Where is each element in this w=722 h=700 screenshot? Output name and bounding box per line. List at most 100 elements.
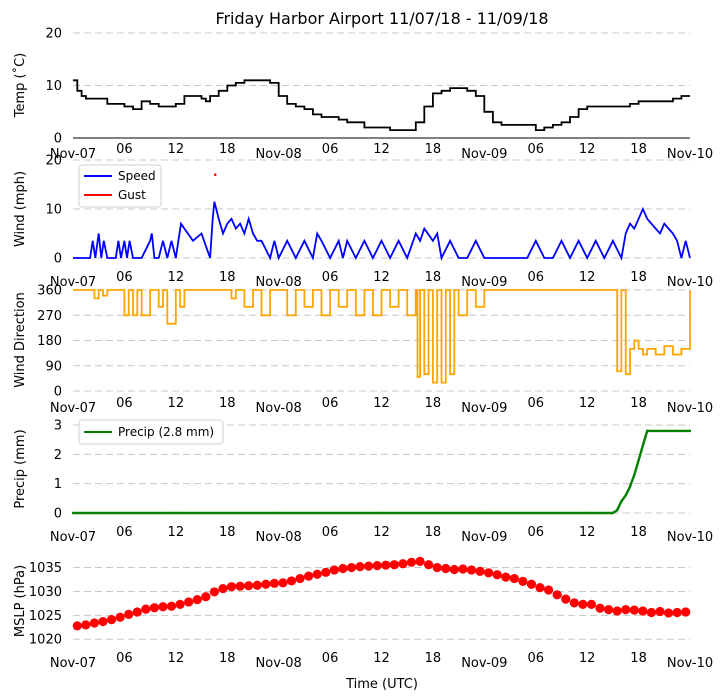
mslp-point <box>149 603 160 613</box>
panel-temperature: 0 10 20 Nov-07 06 12 18 Nov-08 06 12 18 Nov-09 06 12 1… <box>12 27 713 163</box>
mslp-point <box>286 576 297 586</box>
mslp-x-tick-label: 06 <box>322 651 339 666</box>
precip-point <box>615 508 619 512</box>
wind_speed-x-tick-label: Nov-09 <box>461 275 507 290</box>
precip-point <box>71 511 75 515</box>
wind_direction-x-tick-label: 12 <box>373 396 390 411</box>
mslp-point <box>415 556 425 566</box>
mslp-point <box>466 565 477 575</box>
wind_direction-x-tick-label: Nov-07 <box>50 401 96 416</box>
mslp-point <box>184 597 194 607</box>
mslp-point <box>535 583 545 593</box>
temperature-x-tick-label: 18 <box>219 142 236 157</box>
mslp-point <box>381 560 391 570</box>
mslp-point <box>475 566 485 576</box>
mslp-point <box>526 579 537 589</box>
wind_direction-y-tick-label: 90 <box>45 359 62 374</box>
panel-wind_direction: 0 90 180 270 360 Nov-07 06 12 18 Nov-08 06 12 18 Nov-… <box>13 284 713 417</box>
wind_speed-x-tick-label: 18 <box>425 270 442 285</box>
chart-title: Friday Harbor Airport 11/07/18 - 11/09/1… <box>215 9 548 28</box>
mslp-point <box>629 605 639 615</box>
wind_direction-x-tick-label: 06 <box>322 396 339 411</box>
precipitation-x-tick-label: 12 <box>579 525 596 540</box>
mslp-point <box>646 607 657 618</box>
temperature-x-tick-label: 12 <box>168 142 185 157</box>
mslp-point <box>175 599 185 609</box>
precip-point <box>380 511 383 515</box>
temperature-x-tick-label: Nov-07 <box>50 147 96 162</box>
mslp-x-tick-label: 18 <box>630 651 647 666</box>
temperature-x-tick-label: 18 <box>630 142 647 157</box>
precip-point <box>645 429 649 433</box>
wind_speed-x-tick-label: Nov-10 <box>667 275 713 290</box>
mslp-x-tick-label: 18 <box>219 651 236 666</box>
temperature-x-tick-label: Nov-09 <box>461 147 507 162</box>
wind_direction-y-axis-label: Wind Direction <box>13 292 28 388</box>
mslp-point <box>106 615 117 625</box>
legend-gust-label: Gust <box>118 188 146 202</box>
wind-legend: Speed Gust <box>78 164 162 208</box>
mslp-point <box>638 606 648 616</box>
precip-point <box>611 511 615 515</box>
mslp-point <box>424 560 434 570</box>
mslp-point <box>544 585 554 595</box>
precipitation-x-tick-label: 06 <box>527 525 544 540</box>
legend-speed-label: Speed <box>118 169 156 183</box>
mslp-point <box>158 602 168 612</box>
precip-point <box>628 485 632 488</box>
mslp-x-tick-label: Nov-08 <box>256 656 302 671</box>
wind_direction-y-tick-label: 270 <box>37 309 62 324</box>
wind-gust-point <box>213 173 217 176</box>
legend-precip-label: Precip (2.8 mm) <box>118 425 214 439</box>
mslp-point <box>561 594 571 604</box>
wind_speed-x-tick-label: Nov-07 <box>50 275 96 290</box>
wind_speed-y-tick-label: 0 <box>54 252 62 267</box>
mslp-point <box>346 562 357 573</box>
mslp-point <box>252 580 262 590</box>
precip-series-line <box>73 429 690 515</box>
mslp-point <box>398 559 408 569</box>
mslp-point <box>441 563 451 574</box>
mslp-point <box>355 562 365 572</box>
precipitation-x-tick-label: Nov-08 <box>256 530 302 545</box>
mslp-point <box>458 564 468 574</box>
panel-wind_speed: 0 10 20 Nov-07 06 12 18 Nov-08 06 12 18 Nov-09 06 12 1… <box>13 154 713 291</box>
precip-point <box>688 429 692 433</box>
mslp-point <box>278 578 288 588</box>
mslp-point <box>115 612 125 622</box>
precip-point <box>174 511 178 515</box>
x-axis-label: Time (UTC) <box>345 677 418 692</box>
temperature-x-tick-label: Nov-08 <box>256 147 302 162</box>
mslp-point <box>269 578 279 588</box>
mslp-point <box>663 608 674 618</box>
mslp-point <box>389 560 399 570</box>
precip-point <box>483 511 486 515</box>
panel-mslp: 1020 1025 1030 1035 Nov-07 06 12 18 Nov-08 06 12 18… <box>13 556 713 671</box>
wind_speed-x-tick-label: 18 <box>630 270 647 285</box>
mslp-x-tick-label: 12 <box>168 651 185 666</box>
mslp-y-axis-label: MSLP (hPa) <box>13 565 28 637</box>
temperature-x-tick-label: 06 <box>116 142 133 157</box>
mslp-point <box>166 601 177 611</box>
precip-point <box>585 511 589 515</box>
precip-point <box>637 459 640 462</box>
mslp-point <box>89 618 100 628</box>
precip-point <box>624 494 627 497</box>
wind_speed-x-tick-label: 12 <box>579 270 596 285</box>
precipitation-y-axis-label: Precip (mm) <box>13 429 28 508</box>
mslp-point <box>501 572 511 582</box>
mslp-x-tick-label: 12 <box>373 651 390 666</box>
wind-direction-series-line <box>73 289 691 384</box>
wind_speed-y-tick-label: 20 <box>45 154 62 169</box>
wind_direction-x-tick-label: Nov-08 <box>256 401 302 416</box>
mslp-point <box>484 568 494 578</box>
temperature-series-line <box>73 79 690 131</box>
wind_speed-x-tick-label: 12 <box>168 270 185 285</box>
mslp-point <box>372 561 382 571</box>
temperature-y-tick-label: 10 <box>45 79 62 94</box>
precipitation-x-tick-label: 12 <box>373 525 390 540</box>
mslp-x-tick-label: 18 <box>425 651 442 666</box>
precipitation-x-tick-label: 18 <box>425 525 442 540</box>
mslp-point <box>141 604 151 614</box>
precip-point <box>641 444 645 447</box>
